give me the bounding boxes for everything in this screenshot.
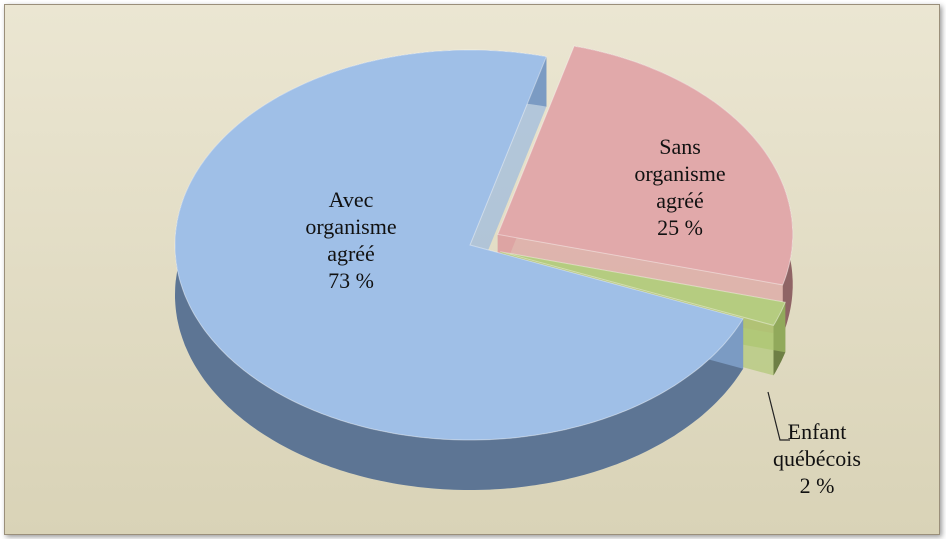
leader-line [767, 391, 790, 441]
slice-label: Enfant québécois 2 % [742, 418, 892, 499]
slice [174, 49, 744, 441]
category-label: Enfant québécois [773, 419, 861, 471]
category-label: Avec organisme agréé [305, 187, 397, 266]
slice-highlight [175, 50, 744, 440]
slice [500, 251, 787, 326]
category-label: Sans organisme agréé [634, 134, 726, 213]
value-label: 2 % [799, 473, 835, 498]
slice-wall [470, 56, 547, 295]
slice-highlight [500, 251, 786, 326]
slice [497, 45, 794, 286]
slice-label: Sans organisme agréé 25 % [605, 133, 755, 241]
value-label: 73 % [328, 268, 374, 293]
slice-label: Avec organisme agréé 73 % [276, 186, 426, 294]
value-label: 25 % [657, 215, 703, 240]
slice-highlight [497, 46, 793, 285]
